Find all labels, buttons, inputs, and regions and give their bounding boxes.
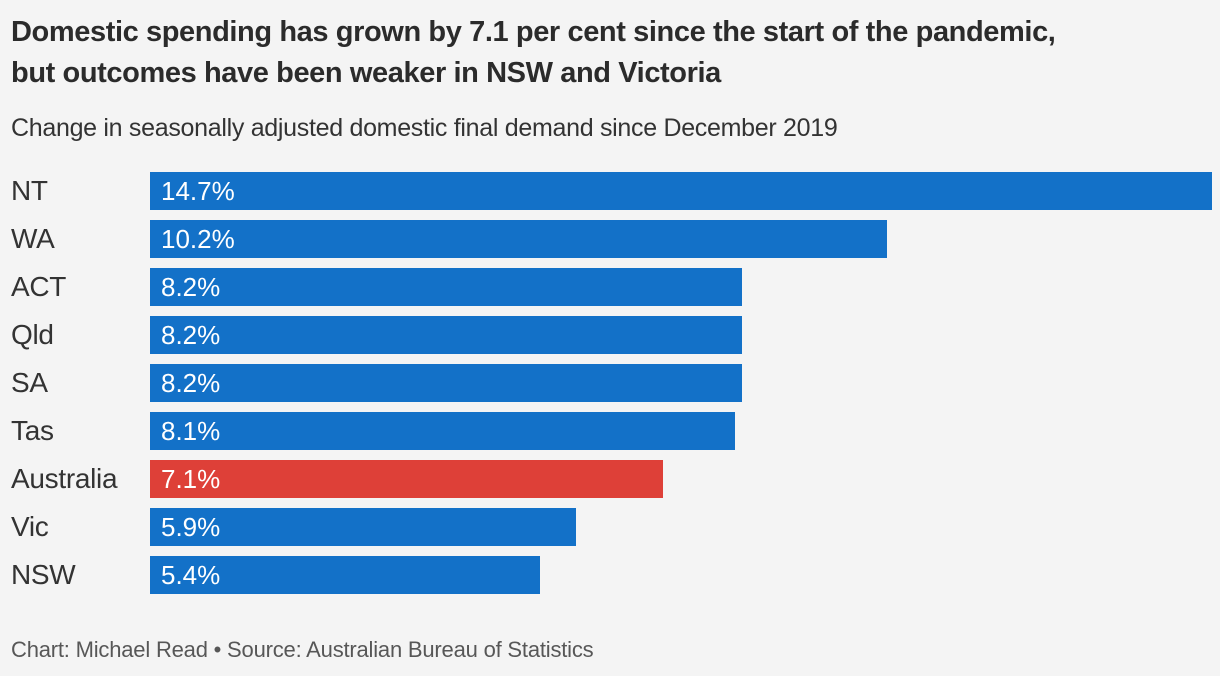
bar-row: SA 8.2% (0, 364, 1220, 402)
bar-track: 7.1% (150, 460, 1212, 498)
bar-track: 10.2% (150, 220, 1212, 258)
chart-subtitle: Change in seasonally adjusted domestic f… (11, 114, 838, 142)
bar-track: 14.7% (150, 172, 1212, 210)
bar: 10.2% (150, 220, 887, 258)
bar-row: Australia 7.1% (0, 460, 1220, 498)
bar: 7.1% (150, 460, 663, 498)
bar-row: Vic 5.9% (0, 508, 1220, 546)
bar-value-label: 8.2% (161, 271, 221, 302)
bar-row: Qld 8.2% (0, 316, 1220, 354)
bar-chart: NT 14.7% WA 10.2% ACT 8.2% (0, 172, 1220, 604)
bar-value-label: 8.2% (161, 367, 221, 398)
bar-track: 5.4% (150, 556, 1212, 594)
category-label: Australia (11, 463, 118, 494)
bar: 5.4% (150, 556, 541, 594)
category-label: NT (11, 175, 48, 206)
bar-value-label: 8.1% (161, 415, 221, 446)
bar-value-label: 5.4% (161, 559, 221, 590)
category-label: Vic (11, 511, 49, 542)
bar-track: 5.9% (150, 508, 1212, 546)
bar-row: NSW 5.4% (0, 556, 1220, 594)
category-label: Qld (11, 319, 54, 350)
bar-track: 8.2% (150, 364, 1212, 402)
bar: 8.2% (150, 316, 743, 354)
bar-track: 8.2% (150, 268, 1212, 306)
category-label: Tas (11, 415, 54, 446)
bar-row: NT 14.7% (0, 172, 1220, 210)
bar-value-label: 14.7% (161, 175, 235, 206)
category-label: WA (11, 223, 55, 254)
category-label: SA (11, 367, 48, 398)
bar-track: 8.2% (150, 316, 1212, 354)
bar: 8.2% (150, 268, 743, 306)
bar-track: 8.1% (150, 412, 1212, 450)
bar-row: WA 10.2% (0, 220, 1220, 258)
bar-value-label: 7.1% (161, 463, 221, 494)
chart-title: Domestic spending has grown by 7.1 per c… (11, 16, 1056, 89)
bar-value-label: 8.2% (161, 319, 221, 350)
bar: 5.9% (150, 508, 577, 546)
bar: 8.2% (150, 364, 743, 402)
chart-credit: Chart: Michael Read • Source: Australian… (11, 637, 594, 662)
bar-row: ACT 8.2% (0, 268, 1220, 306)
bar-row: Tas 8.1% (0, 412, 1220, 450)
bar-value-label: 10.2% (161, 223, 235, 254)
category-label: ACT (11, 271, 67, 302)
bar: 8.1% (150, 412, 736, 450)
bar: 14.7% (150, 172, 1212, 210)
category-label: NSW (11, 559, 76, 590)
bar-value-label: 5.9% (161, 511, 221, 542)
